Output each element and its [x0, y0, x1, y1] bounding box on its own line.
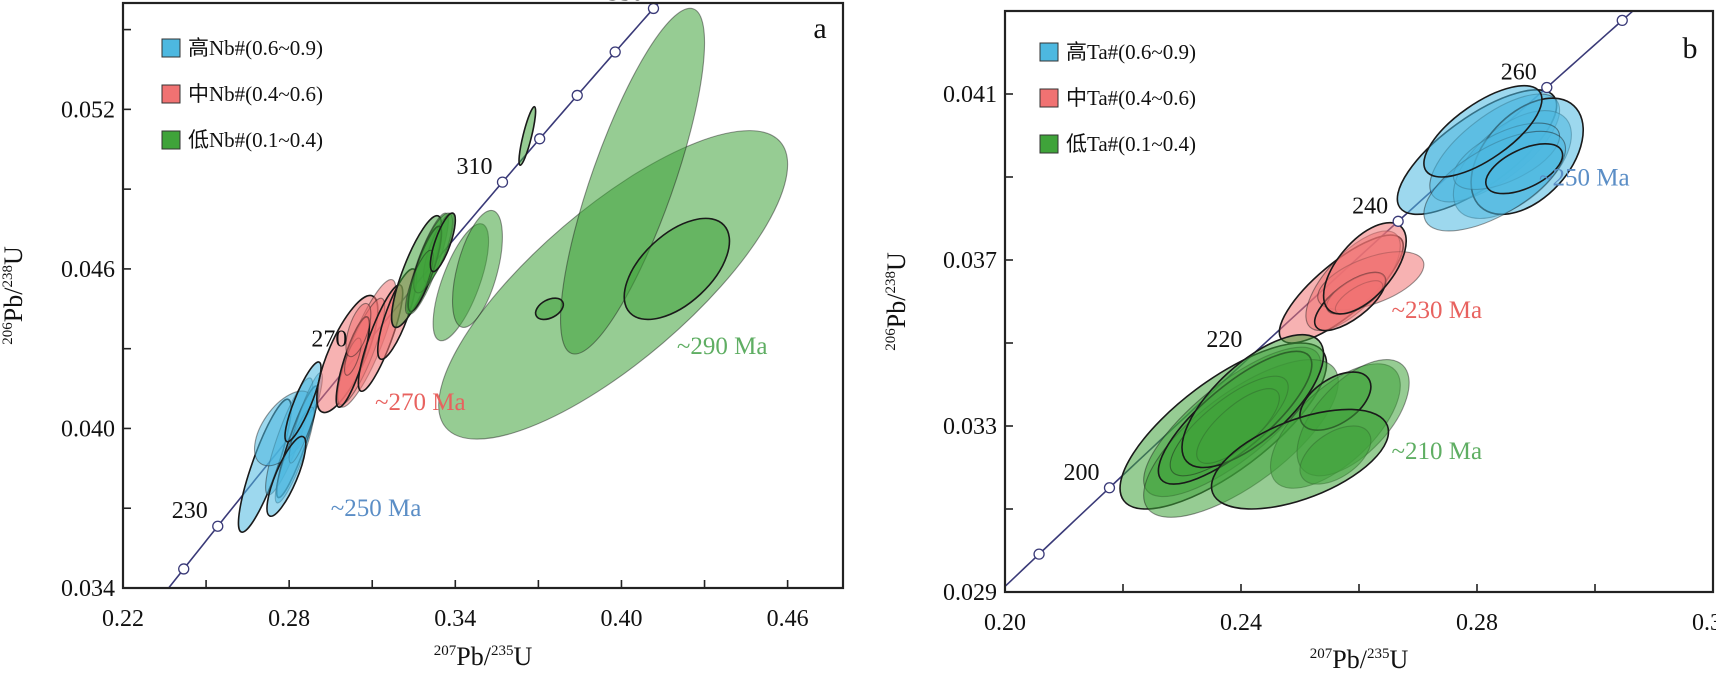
cluster-age-label: ~270 Ma — [375, 389, 466, 416]
legend-item: 中Ta#(0.4~0.6) — [1039, 86, 1196, 110]
error-ellipse — [404, 249, 434, 315]
concordia-age-label: 310 — [456, 154, 492, 180]
error-ellipse — [345, 302, 372, 358]
y-tick-label: 0.041 — [943, 82, 997, 108]
panel-letter: b — [1683, 32, 1698, 65]
x-tick-label: 0.20 — [984, 610, 1026, 636]
x-tick-label: 0.40 — [600, 606, 642, 632]
legend-label: 高Ta#(0.6~0.9) — [1066, 40, 1196, 64]
error-ellipse — [623, 217, 731, 321]
error-ellipse — [284, 361, 322, 443]
y-tick-label: 0.052 — [61, 97, 115, 123]
legend-label: 低Ta#(0.1~0.4) — [1066, 132, 1196, 156]
legend-label: 高Nb#(0.6~0.9) — [188, 36, 323, 60]
legend-item: 低Ta#(0.1~0.4) — [1039, 132, 1196, 156]
series-1 — [1278, 221, 1425, 344]
cluster-age-label: ~230 Ma — [1391, 297, 1482, 324]
legend-label: 中Ta#(0.4~0.6) — [1066, 86, 1196, 110]
concordia-age-marker — [496, 176, 509, 188]
x-axis-label: 207Pb/235U — [1310, 645, 1409, 674]
error-ellipse — [559, 7, 706, 355]
x-tick-label: 0.24 — [1220, 610, 1262, 636]
concordia-age-marker — [571, 89, 583, 102]
plot-area — [1005, 11, 1635, 588]
legend-item: 低Nb#(0.1~0.4) — [161, 128, 323, 152]
x-tick-label: 0.28 — [1456, 610, 1498, 636]
plot-area — [167, 3, 789, 588]
panel-a-plot: 230270310350~250 Ma~270 Ma~290 Ma0.220.2… — [0, 0, 845, 671]
legend-label: 中Nb#(0.4~0.6) — [188, 82, 323, 106]
error-ellipse — [451, 209, 503, 328]
concordia-age-marker — [212, 520, 224, 532]
concordia-age-marker — [178, 563, 190, 575]
legend-swatch — [161, 38, 181, 58]
concordia-age-marker — [1541, 81, 1553, 94]
legend-swatch — [161, 130, 181, 150]
legend-item: 中Nb#(0.4~0.6) — [161, 82, 323, 106]
concordia-age-marker — [647, 3, 660, 15]
legend-label: 低Nb#(0.1~0.4) — [188, 128, 323, 152]
series-0 — [1396, 84, 1585, 232]
legend-swatch — [1039, 42, 1059, 62]
legend-swatch — [161, 84, 181, 104]
concordia-age-label: 220 — [1206, 327, 1242, 353]
panel-letter: a — [813, 12, 826, 45]
concordia-age-label: 270 — [311, 327, 347, 353]
error-ellipse — [266, 435, 307, 518]
x-tick-label: 0.46 — [767, 606, 809, 632]
y-tick-label: 0.040 — [61, 416, 115, 442]
cluster-age-label: ~250 Ma — [1539, 164, 1630, 191]
y-tick-label: 0.033 — [943, 414, 997, 440]
panel-b-plot: 200 220 240 260 ~250 Ma ~230 Ma ~210 Ma 0.20 0.2… — [882, 9, 1716, 674]
legend-item: 高Nb#(0.6~0.9) — [161, 36, 323, 60]
y-tick-label: 0.037 — [943, 248, 997, 274]
y-tick-label: 0.034 — [61, 576, 115, 602]
concordia-age-label: 200 — [1063, 460, 1099, 486]
series-2 — [390, 7, 789, 440]
series-0 — [237, 361, 323, 533]
y-tick-label: 0.046 — [61, 257, 115, 283]
error-ellipse — [1423, 84, 1543, 178]
concordia-age-marker — [534, 133, 546, 145]
concordia-age-label: 230 — [172, 498, 208, 524]
concordia-age-marker — [609, 46, 621, 58]
x-tick-label: 0.34 — [434, 606, 476, 632]
error-ellipse — [1210, 408, 1390, 510]
x-tick-label: 0.28 — [268, 606, 310, 632]
x-axis-label: 207Pb/235U — [434, 642, 533, 671]
concordia-age-label: 240 — [1352, 193, 1388, 219]
cluster-age-label: ~210 Ma — [1391, 438, 1482, 465]
y-axis-label: 206Pb/238U — [882, 252, 911, 351]
legend-swatch — [1039, 134, 1059, 154]
concordia-age-marker — [1392, 215, 1404, 227]
y-axis-label: 206Pb/238U — [0, 246, 28, 345]
legend-item: 高Ta#(0.6~0.9) — [1039, 40, 1196, 64]
error-ellipse — [534, 297, 565, 321]
concordia-age-marker — [1616, 14, 1628, 27]
error-ellipse — [1485, 143, 1564, 195]
error-ellipse — [429, 212, 457, 273]
x-tick-label: 0.22 — [102, 606, 144, 632]
concordia-age-marker — [1033, 548, 1045, 560]
cluster-age-label: ~250 Ma — [331, 495, 422, 522]
plot-frame — [121, 1, 845, 590]
concordia-age-marker — [1103, 482, 1116, 494]
x-tick-label: 0.32 — [1692, 610, 1716, 636]
concordia-age-label: 260 — [1501, 59, 1537, 85]
legend-swatch — [1039, 88, 1059, 108]
series-2 — [1119, 333, 1410, 518]
y-tick-label: 0.029 — [943, 580, 997, 606]
error-ellipse — [518, 105, 537, 167]
cluster-age-label: ~290 Ma — [677, 333, 768, 360]
